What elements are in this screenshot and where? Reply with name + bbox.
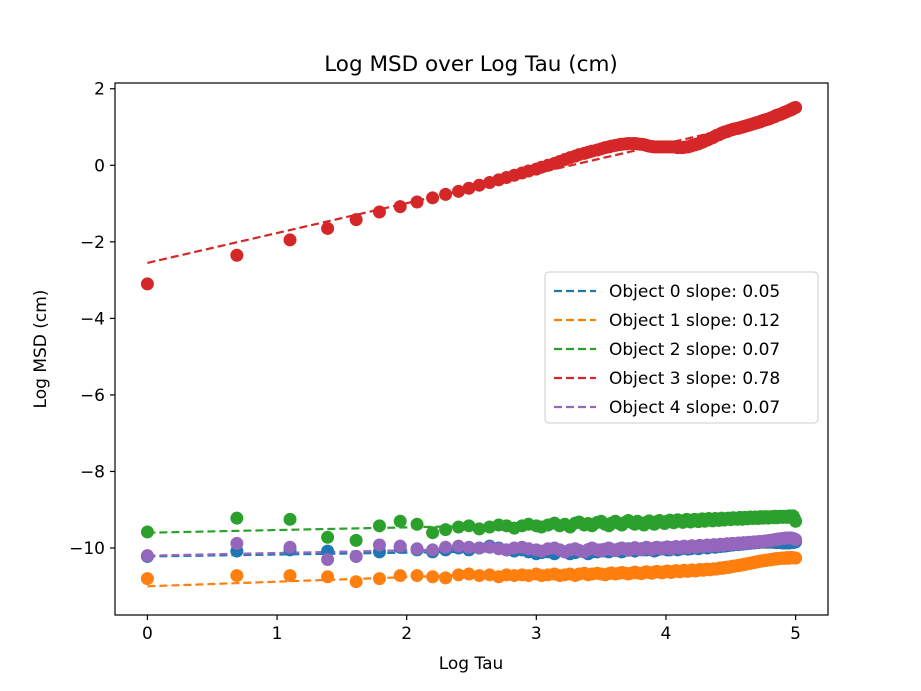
point-object-1-8 <box>426 570 440 584</box>
legend-label-object-3: Object 3 slope: 0.78 <box>609 369 780 389</box>
point-object-4-12 <box>472 541 486 555</box>
point-object-1-2 <box>283 569 297 583</box>
x-tick-label: 1 <box>272 624 283 644</box>
point-object-4-8 <box>426 543 440 557</box>
y-tick-label: 2 <box>94 80 105 100</box>
legend-label-object-2: Object 2 slope: 0.07 <box>609 340 780 360</box>
point-object-3-141 <box>789 100 803 114</box>
point-object-2-4 <box>349 533 363 547</box>
point-object-4-141 <box>789 533 803 547</box>
x-axis-ticks: 0 1 2 3 4 5 <box>142 615 801 644</box>
y-tick-label: −8 <box>80 462 105 482</box>
point-object-1-11 <box>462 567 476 581</box>
point-object-1-141 <box>789 551 803 565</box>
point-object-3-6 <box>393 200 407 214</box>
x-tick-label: 3 <box>531 624 542 644</box>
point-object-3-7 <box>410 195 424 209</box>
point-object-1-1 <box>230 569 244 583</box>
point-object-2-6 <box>393 514 407 528</box>
x-axis-label: Log Tau <box>439 654 504 674</box>
point-object-3-8 <box>426 191 440 205</box>
point-object-4-10 <box>452 539 466 553</box>
point-object-1-9 <box>439 571 453 585</box>
point-object-1-10 <box>452 568 466 582</box>
point-object-4-9 <box>439 540 453 554</box>
point-object-3-5 <box>372 205 386 219</box>
x-tick-label: 4 <box>661 624 672 644</box>
point-object-1-3 <box>321 570 335 584</box>
legend-label-object-1: Object 1 slope: 0.12 <box>609 311 780 331</box>
point-object-2-1 <box>230 511 244 525</box>
point-object-2-141 <box>789 514 803 528</box>
fit-line-object-3 <box>147 112 796 264</box>
point-object-1-6 <box>393 569 407 583</box>
point-object-3-11 <box>462 181 476 195</box>
point-object-2-3 <box>321 530 335 544</box>
point-object-4-3 <box>321 553 335 567</box>
point-object-2-0 <box>140 525 154 539</box>
x-tick-label: 0 <box>142 624 153 644</box>
point-object-3-9 <box>439 187 453 201</box>
y-tick-label: 0 <box>94 156 105 176</box>
point-object-4-5 <box>372 538 386 552</box>
legend: Object 0 slope: 0.05 Object 1 slope: 0.12… <box>544 271 819 424</box>
point-object-1-0 <box>140 572 154 586</box>
point-object-3-1 <box>230 248 244 262</box>
plot-frame <box>114 82 829 616</box>
point-object-2-11 <box>462 519 476 533</box>
y-tick-label: −2 <box>80 233 105 253</box>
point-object-2-7 <box>410 517 424 531</box>
point-object-2-8 <box>426 526 440 540</box>
point-object-4-11 <box>462 540 476 554</box>
point-object-1-12 <box>472 569 486 583</box>
y-tick-label: −6 <box>80 386 105 406</box>
chart-title: Log MSD over Log Tau (cm) <box>324 52 618 77</box>
point-object-4-0 <box>140 549 154 563</box>
point-object-4-6 <box>393 539 407 553</box>
point-object-1-4 <box>349 575 363 589</box>
y-tick-label: −4 <box>80 309 105 329</box>
point-object-3-4 <box>349 213 363 227</box>
point-object-4-2 <box>283 540 297 554</box>
point-object-4-7 <box>410 542 424 556</box>
x-tick-label: 5 <box>790 624 801 644</box>
point-object-4-4 <box>349 549 363 563</box>
point-object-1-5 <box>372 572 386 586</box>
point-object-2-12 <box>472 522 486 536</box>
point-object-3-3 <box>321 221 335 235</box>
point-object-3-10 <box>452 184 466 198</box>
point-object-3-12 <box>472 178 486 192</box>
point-object-2-5 <box>372 519 386 533</box>
point-object-2-2 <box>283 512 297 526</box>
data-points <box>140 100 803 589</box>
y-tick-label: −10 <box>69 539 105 559</box>
legend-label-object-4: Object 4 slope: 0.07 <box>609 398 780 418</box>
x-tick-label: 2 <box>401 624 412 644</box>
point-object-2-9 <box>439 523 453 537</box>
point-object-1-7 <box>410 569 424 583</box>
point-object-4-1 <box>230 536 244 550</box>
y-axis-label: Log MSD (cm) <box>31 290 51 409</box>
point-object-2-10 <box>452 520 466 534</box>
legend-box <box>544 271 819 424</box>
point-object-3-0 <box>140 277 154 291</box>
y-axis-ticks: 2 0 −2 −4 −6 −8 −10 <box>69 80 115 559</box>
legend-label-object-0: Object 0 slope: 0.05 <box>609 282 780 302</box>
point-object-3-2 <box>283 233 297 247</box>
